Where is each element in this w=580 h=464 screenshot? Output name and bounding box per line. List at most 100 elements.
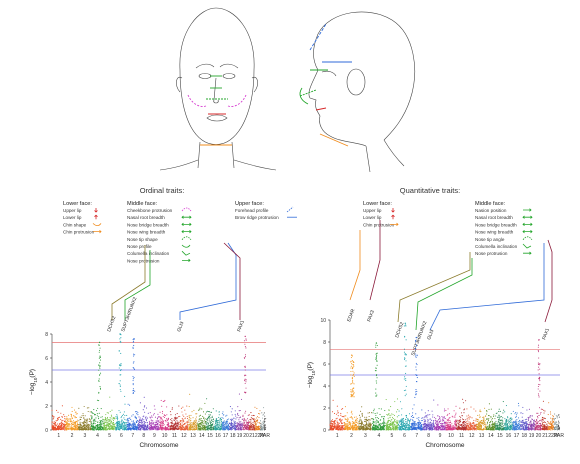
snp-point [405, 424, 407, 426]
snp-point [135, 411, 137, 413]
snp-point [139, 418, 141, 420]
snp-point [231, 428, 233, 430]
snp-point [84, 419, 86, 421]
snp-point [374, 426, 376, 428]
snp-point [202, 421, 204, 423]
snp-point [117, 426, 119, 428]
snp-point [342, 415, 344, 417]
snp-point [437, 423, 439, 425]
snp-point [219, 418, 221, 420]
snp-point [166, 423, 169, 425]
snp-point [115, 422, 117, 425]
snp-point [433, 426, 435, 428]
snp-point [199, 423, 201, 425]
snp-point [441, 415, 443, 418]
snp-point [68, 424, 70, 426]
snp-point [150, 424, 152, 426]
snp-point [166, 419, 168, 421]
snp-point [353, 396, 355, 398]
snp-point [405, 425, 407, 427]
snp-point [73, 429, 75, 431]
snp-point [427, 425, 429, 427]
snp-point [392, 425, 394, 428]
snp-point [109, 419, 111, 421]
snp-point [368, 415, 370, 418]
snp-point [101, 428, 103, 431]
snp-point [396, 416, 398, 418]
snp-point [393, 429, 395, 431]
snp-point [60, 412, 62, 414]
snp-point [129, 428, 131, 430]
snp-point [228, 423, 230, 425]
snp-point [190, 423, 192, 425]
snp-point [170, 419, 172, 421]
snp-point [87, 428, 89, 430]
snp-point [193, 424, 195, 426]
snp-point [120, 370, 122, 372]
snp-point [394, 401, 396, 403]
snp-point [100, 416, 102, 418]
snp-point [120, 417, 122, 419]
snp-point [117, 418, 119, 420]
snp-point [171, 425, 174, 427]
snp-point [120, 362, 122, 365]
snp-point [112, 416, 114, 419]
peak-snp-point [415, 336, 418, 339]
snp-point [389, 421, 392, 423]
snp-point [336, 417, 338, 419]
snp-point [350, 424, 352, 426]
snp-point [251, 424, 253, 426]
snp-point [99, 386, 101, 388]
snp-point [405, 372, 407, 375]
snp-point [158, 416, 160, 418]
snp-point [203, 419, 205, 421]
snp-point [179, 427, 181, 429]
snp-point [70, 414, 73, 416]
snp-point [366, 416, 368, 418]
snp-point [404, 358, 406, 360]
snp-point [370, 423, 372, 425]
snp-point [339, 418, 341, 420]
snp-point [361, 427, 363, 429]
snp-point [336, 425, 338, 427]
snp-point [389, 424, 392, 427]
snp-point [201, 423, 203, 426]
snp-point [115, 427, 117, 429]
snp-point [104, 420, 106, 422]
chromosome-tick-label: 18 [230, 433, 236, 439]
snp-point [376, 426, 378, 428]
snp-point [123, 427, 125, 429]
snp-point [99, 366, 101, 368]
snp-point [92, 412, 94, 415]
snp-point [404, 365, 406, 367]
snp-point [372, 412, 374, 414]
snp-point [352, 367, 354, 369]
snp-point [234, 422, 236, 424]
snp-point [241, 425, 243, 427]
snp-point [351, 421, 353, 423]
snp-point [118, 350, 120, 352]
snp-point [65, 421, 67, 423]
snp-point [363, 420, 366, 422]
snp-point [238, 414, 240, 416]
snp-point [89, 427, 91, 429]
snp-point [151, 415, 153, 417]
snp-point [236, 425, 238, 427]
snp-point [403, 426, 405, 428]
snp-point [129, 404, 131, 406]
snp-point [379, 425, 381, 427]
snp-point [88, 418, 90, 420]
snp-point [249, 426, 251, 428]
snp-point [160, 418, 162, 420]
snp-point [233, 423, 235, 425]
snp-point [170, 428, 172, 430]
snp-point [367, 428, 370, 430]
snp-point [127, 428, 129, 430]
snp-point [202, 415, 204, 418]
snp-point [358, 424, 360, 426]
snp-point [240, 428, 242, 430]
snp-point [107, 412, 110, 414]
snp-point [177, 427, 179, 429]
snp-point [258, 412, 260, 415]
snp-point [247, 420, 250, 422]
